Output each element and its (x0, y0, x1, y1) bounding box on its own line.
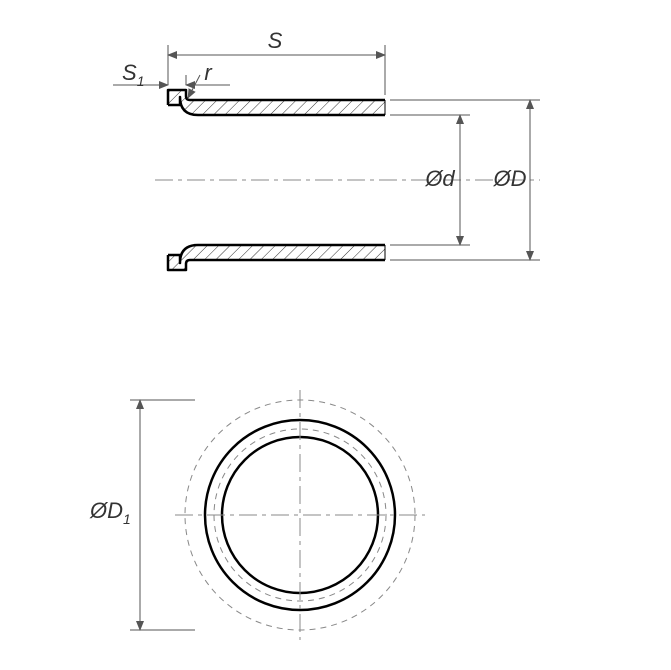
label-diam-d: Ød (424, 166, 455, 191)
section-view: S S1 r Ød ØD (113, 28, 540, 270)
label-diam-D1-main: ØD (89, 498, 123, 523)
svg-text:S1: S1 (122, 60, 144, 89)
label-diam-D1-sub: 1 (123, 511, 131, 527)
dim-D1: ØD1 (89, 400, 252, 630)
front-view: ØD1 (89, 390, 425, 640)
label-r: r (204, 60, 213, 85)
bushing-engineering-drawing: S S1 r Ød ØD (0, 0, 671, 670)
label-S1-sub: 1 (137, 73, 145, 89)
label-diam-D: ØD (493, 166, 527, 191)
dim-r: r (188, 60, 213, 98)
dim-S1: S1 (113, 60, 230, 89)
svg-text:ØD1: ØD1 (89, 498, 131, 527)
label-S1-main: S (122, 60, 137, 85)
label-S: S (268, 28, 283, 53)
upper-wall-hatch (168, 90, 385, 115)
lower-wall-hatch (168, 245, 385, 270)
